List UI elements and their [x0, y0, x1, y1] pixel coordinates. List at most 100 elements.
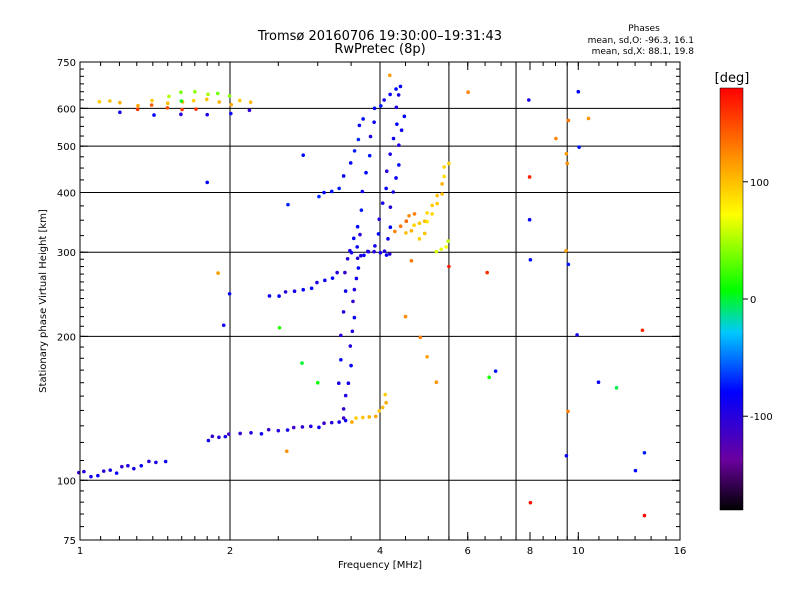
- echo-point: [352, 287, 357, 292]
- echo-point: [368, 134, 373, 139]
- echo-point: [564, 151, 569, 156]
- echo-point: [372, 120, 376, 124]
- echo-point: [527, 98, 531, 102]
- echo-point: [339, 357, 343, 362]
- echo-point: [384, 169, 389, 174]
- echo-point: [442, 165, 446, 169]
- axis-ticks: 1 2 4 6 8 10 16 75 100 200 300 400 500 600 750: [57, 58, 686, 557]
- echo-point: [485, 270, 489, 275]
- echo-point: [403, 314, 408, 319]
- echo-point: [402, 114, 407, 119]
- echo-point: [179, 90, 183, 95]
- echo-point: [341, 310, 346, 314]
- echo-point: [301, 287, 306, 292]
- echo-point: [167, 94, 171, 99]
- echo-point: [152, 113, 156, 117]
- echo-point: [135, 107, 140, 112]
- x-tick-label: 8: [527, 546, 533, 557]
- echo-point: [586, 116, 591, 121]
- echo-point: [118, 110, 122, 115]
- echo-point: [430, 203, 434, 208]
- echo-point: [248, 100, 253, 104]
- echo-point: [444, 245, 448, 249]
- echo-point: [229, 102, 233, 107]
- echo-point: [407, 213, 411, 218]
- echo-point: [391, 136, 396, 141]
- echo-point: [348, 161, 353, 165]
- echo-point: [96, 473, 100, 478]
- echo-point: [300, 425, 305, 429]
- echo-point: [315, 280, 319, 285]
- echo-point: [466, 90, 470, 95]
- y-tick-label: 75: [63, 536, 76, 547]
- echo-point: [614, 386, 619, 390]
- echo-point: [266, 427, 271, 432]
- echo-point: [596, 380, 601, 385]
- echo-point: [322, 421, 326, 426]
- data-points: [77, 73, 647, 518]
- echo-point: [348, 248, 352, 253]
- echo-point: [349, 363, 353, 368]
- echo-point: [388, 152, 392, 156]
- echo-point: [380, 405, 385, 410]
- echo-point: [356, 137, 361, 142]
- echo-point: [398, 224, 403, 229]
- echo-point: [383, 392, 387, 397]
- chart-title: Tromsø 20160706 19:30:00–19:31:43: [257, 29, 502, 44]
- echo-point: [317, 194, 321, 199]
- echo-point: [527, 175, 532, 179]
- echo-point: [387, 73, 392, 78]
- colorbar-ticks: 100 0 -100: [743, 178, 773, 423]
- y-tick-label: 600: [57, 104, 76, 115]
- echo-point: [565, 161, 569, 166]
- echo-point: [554, 136, 558, 141]
- echo-point: [354, 416, 358, 420]
- echo-point: [108, 468, 113, 472]
- echo-point: [378, 250, 383, 255]
- echo-point: [286, 202, 290, 207]
- echo-point: [341, 416, 346, 420]
- echo-point: [277, 294, 281, 298]
- x-tick-label: 4: [377, 546, 383, 557]
- echo-point: [633, 468, 638, 473]
- echo-point: [384, 186, 388, 191]
- echo-point: [404, 219, 409, 224]
- echo-point: [114, 471, 119, 475]
- chart-subtitle: RwPretec (8p): [334, 42, 425, 57]
- echo-point: [376, 232, 381, 236]
- echo-point: [277, 325, 282, 330]
- echo-point: [412, 212, 417, 216]
- echo-point: [377, 217, 382, 222]
- echo-point: [417, 221, 422, 226]
- echo-point: [388, 225, 393, 230]
- echo-point: [193, 89, 197, 94]
- echo-point: [350, 329, 355, 334]
- echo-point: [397, 143, 401, 147]
- echo-point: [447, 264, 451, 269]
- echo-point: [394, 105, 399, 110]
- echo-point: [435, 193, 439, 198]
- echo-point: [356, 266, 361, 270]
- echo-point: [82, 469, 86, 474]
- echo-point: [396, 93, 401, 97]
- echo-point: [355, 256, 360, 261]
- echo-point: [387, 252, 392, 256]
- echo-point: [330, 276, 335, 280]
- echo-point: [447, 161, 451, 166]
- echo-point: [179, 99, 184, 103]
- echo-point: [409, 229, 414, 233]
- echo-point: [576, 89, 581, 94]
- echo-point: [329, 420, 334, 425]
- x-tick-label: 2: [227, 546, 233, 557]
- echo-point: [360, 415, 365, 420]
- echo-point: [528, 257, 533, 262]
- echo-point: [351, 236, 356, 241]
- echo-point: [425, 354, 429, 359]
- echo-point: [412, 223, 416, 228]
- y-tick-label: 100: [57, 476, 76, 487]
- echo-point: [442, 174, 446, 179]
- echo-point: [394, 176, 398, 180]
- echo-point: [118, 100, 122, 105]
- echo-point: [366, 249, 371, 254]
- echo-point: [205, 112, 209, 117]
